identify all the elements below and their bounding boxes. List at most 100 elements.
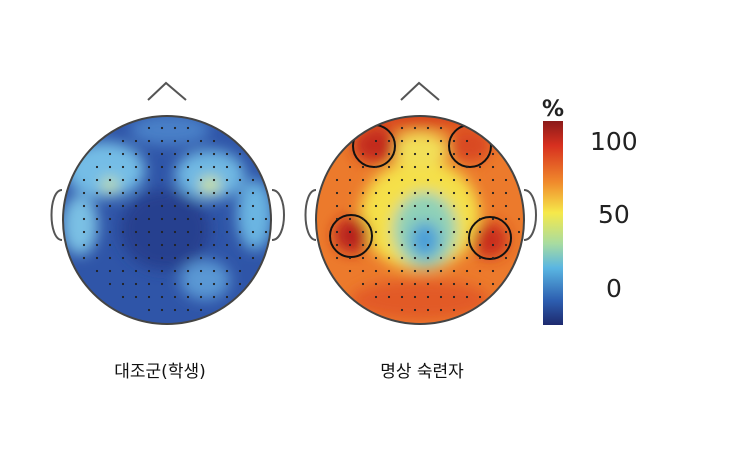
electrode-dot [251,243,255,247]
electrode-dot [413,308,417,312]
electrode-dot [413,256,417,260]
electrode-dot [160,178,164,182]
electrode-dot [160,308,164,312]
electrode-dot [225,204,229,208]
electrode-dot [186,178,190,182]
electrode-dot [439,217,443,221]
electrode-dot [400,178,404,182]
electrode-dot [452,243,456,247]
electrode-dot [173,204,177,208]
electrode-dot [374,243,378,247]
electrode-dot [361,204,365,208]
electrode-dot [465,165,469,169]
electrode-dot [387,204,391,208]
electrode-dot [439,282,443,286]
electrode-dot [348,256,352,260]
electrode-dot [504,217,508,221]
electrode-dot [413,191,417,195]
electrode-dot [465,269,469,273]
electrode-dot [238,165,242,169]
electrode-dot [134,269,138,273]
electrode-dot [361,152,365,156]
electrode-dot [147,152,151,156]
electrode-dot [491,282,495,286]
electrode-dot [387,243,391,247]
electrode-dot [439,295,443,299]
electrode-dot [504,191,508,195]
electrode-dot [426,204,430,208]
electrode-dot [108,243,112,247]
electrode-dot [361,282,365,286]
electrode-dot [264,217,268,221]
electrode-dot [374,165,378,169]
electrode-dot [147,295,151,299]
colorbar-tick: 100 [590,127,638,156]
electrode-dot [439,256,443,260]
electrode-dot [387,178,391,182]
electrode-dot [95,204,99,208]
electrode-dot [452,256,456,260]
electrode-dot [121,204,125,208]
electrode-dot [160,204,164,208]
electrode-dot [212,230,216,234]
electrode-dot [478,191,482,195]
electrode-dot [374,256,378,260]
electrode-dot [517,217,521,221]
electrode-dot [186,204,190,208]
electrode-dot [225,178,229,182]
electrode-dot [160,191,164,195]
electrode-dot [491,178,495,182]
colorbar [543,121,563,325]
electrode-dot [439,191,443,195]
electrode-dot [225,230,229,234]
electrode-dot [387,139,391,143]
electrode-dot [465,243,469,247]
electrode-dot [212,295,216,299]
head-map-control [50,81,285,325]
electrode-dot [199,243,203,247]
electrode-dot [212,178,216,182]
electrode-dot [238,217,242,221]
electrode-dot [491,217,495,221]
electrode-dot [225,217,229,221]
electrode-dot [95,165,99,169]
electrode-dot [173,217,177,221]
electrode-dot [400,308,404,312]
electrode-dot [335,243,339,247]
electrode-dot [82,256,86,260]
electrode-dot [452,269,456,273]
electrode-dot [82,217,86,221]
electrode-dot [82,204,86,208]
electrode-dot [413,152,417,156]
electrode-dot [160,126,164,130]
electrode-dot [439,139,443,143]
electrode-dot [504,178,508,182]
electrode-dot [400,191,404,195]
electrode-dot [199,295,203,299]
electrode-dot [108,191,112,195]
electrode-dot [452,191,456,195]
electrode-dot [413,178,417,182]
electrode-dot [238,230,242,234]
electrode-dot [173,152,177,156]
electrode-dot [134,204,138,208]
electrode-dot [173,230,177,234]
electrode-dot [173,165,177,169]
electrode-dot [452,139,456,143]
electrode-dot [478,152,482,156]
electrode-dot [452,204,456,208]
electrode-dot [186,217,190,221]
electrode-dot [108,217,112,221]
electrode-dot [504,204,508,208]
electrode-dot [186,152,190,156]
electrode-dot [212,152,216,156]
electrode-dot [387,165,391,169]
electrode-dot [387,269,391,273]
electrode-dot [108,204,112,208]
electrode-dot [478,217,482,221]
electrode-dot [387,230,391,234]
electrode-dot [439,126,443,130]
electrode-dot [186,308,190,312]
electrode-dot [491,191,495,195]
